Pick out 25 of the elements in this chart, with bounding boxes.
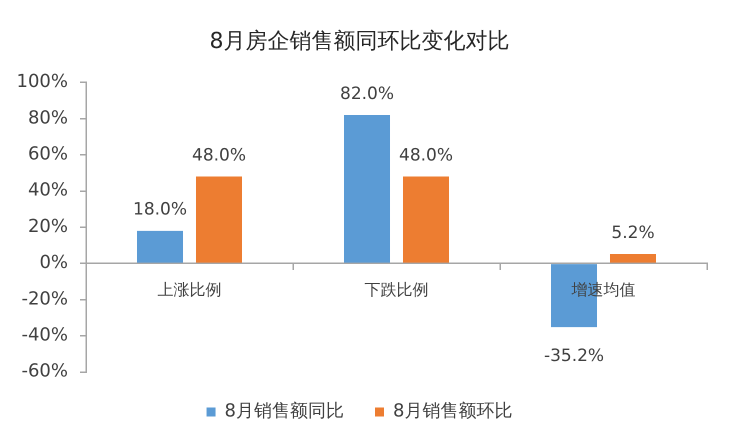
data-label: 48.0% [398,145,454,166]
y-tick-label: 80% [28,107,68,128]
data-label: 48.0% [192,145,246,166]
data-label: 5.2% [611,222,655,243]
bar [610,254,656,263]
y-tick-label: -60% [21,360,68,382]
data-label: 18.0% [132,200,188,220]
chart-title: 8月房企销售额同环比变化对比 [210,28,510,54]
data-label: -35.2% [544,346,604,366]
y-tick-label: 20% [28,216,68,237]
y-tick-label: -20% [21,288,68,310]
x-tick-label: 上涨比例 [158,280,222,300]
data-label: 82.0% [340,84,394,104]
bar [196,176,242,263]
bar [136,230,184,263]
y-tick-label: 0% [39,252,68,274]
bar [402,176,450,263]
legend-label: 8月销售额同比 [224,400,344,422]
x-tick-label: 下跌比例 [364,280,428,300]
bar [344,114,390,263]
y-tick-label: 100% [16,71,68,92]
y-tick-label: 40% [28,180,68,201]
y-tick-label: -40% [21,324,68,346]
y-tick-label: 60% [28,143,68,164]
legend-label: 8月销售额环比 [393,400,512,422]
